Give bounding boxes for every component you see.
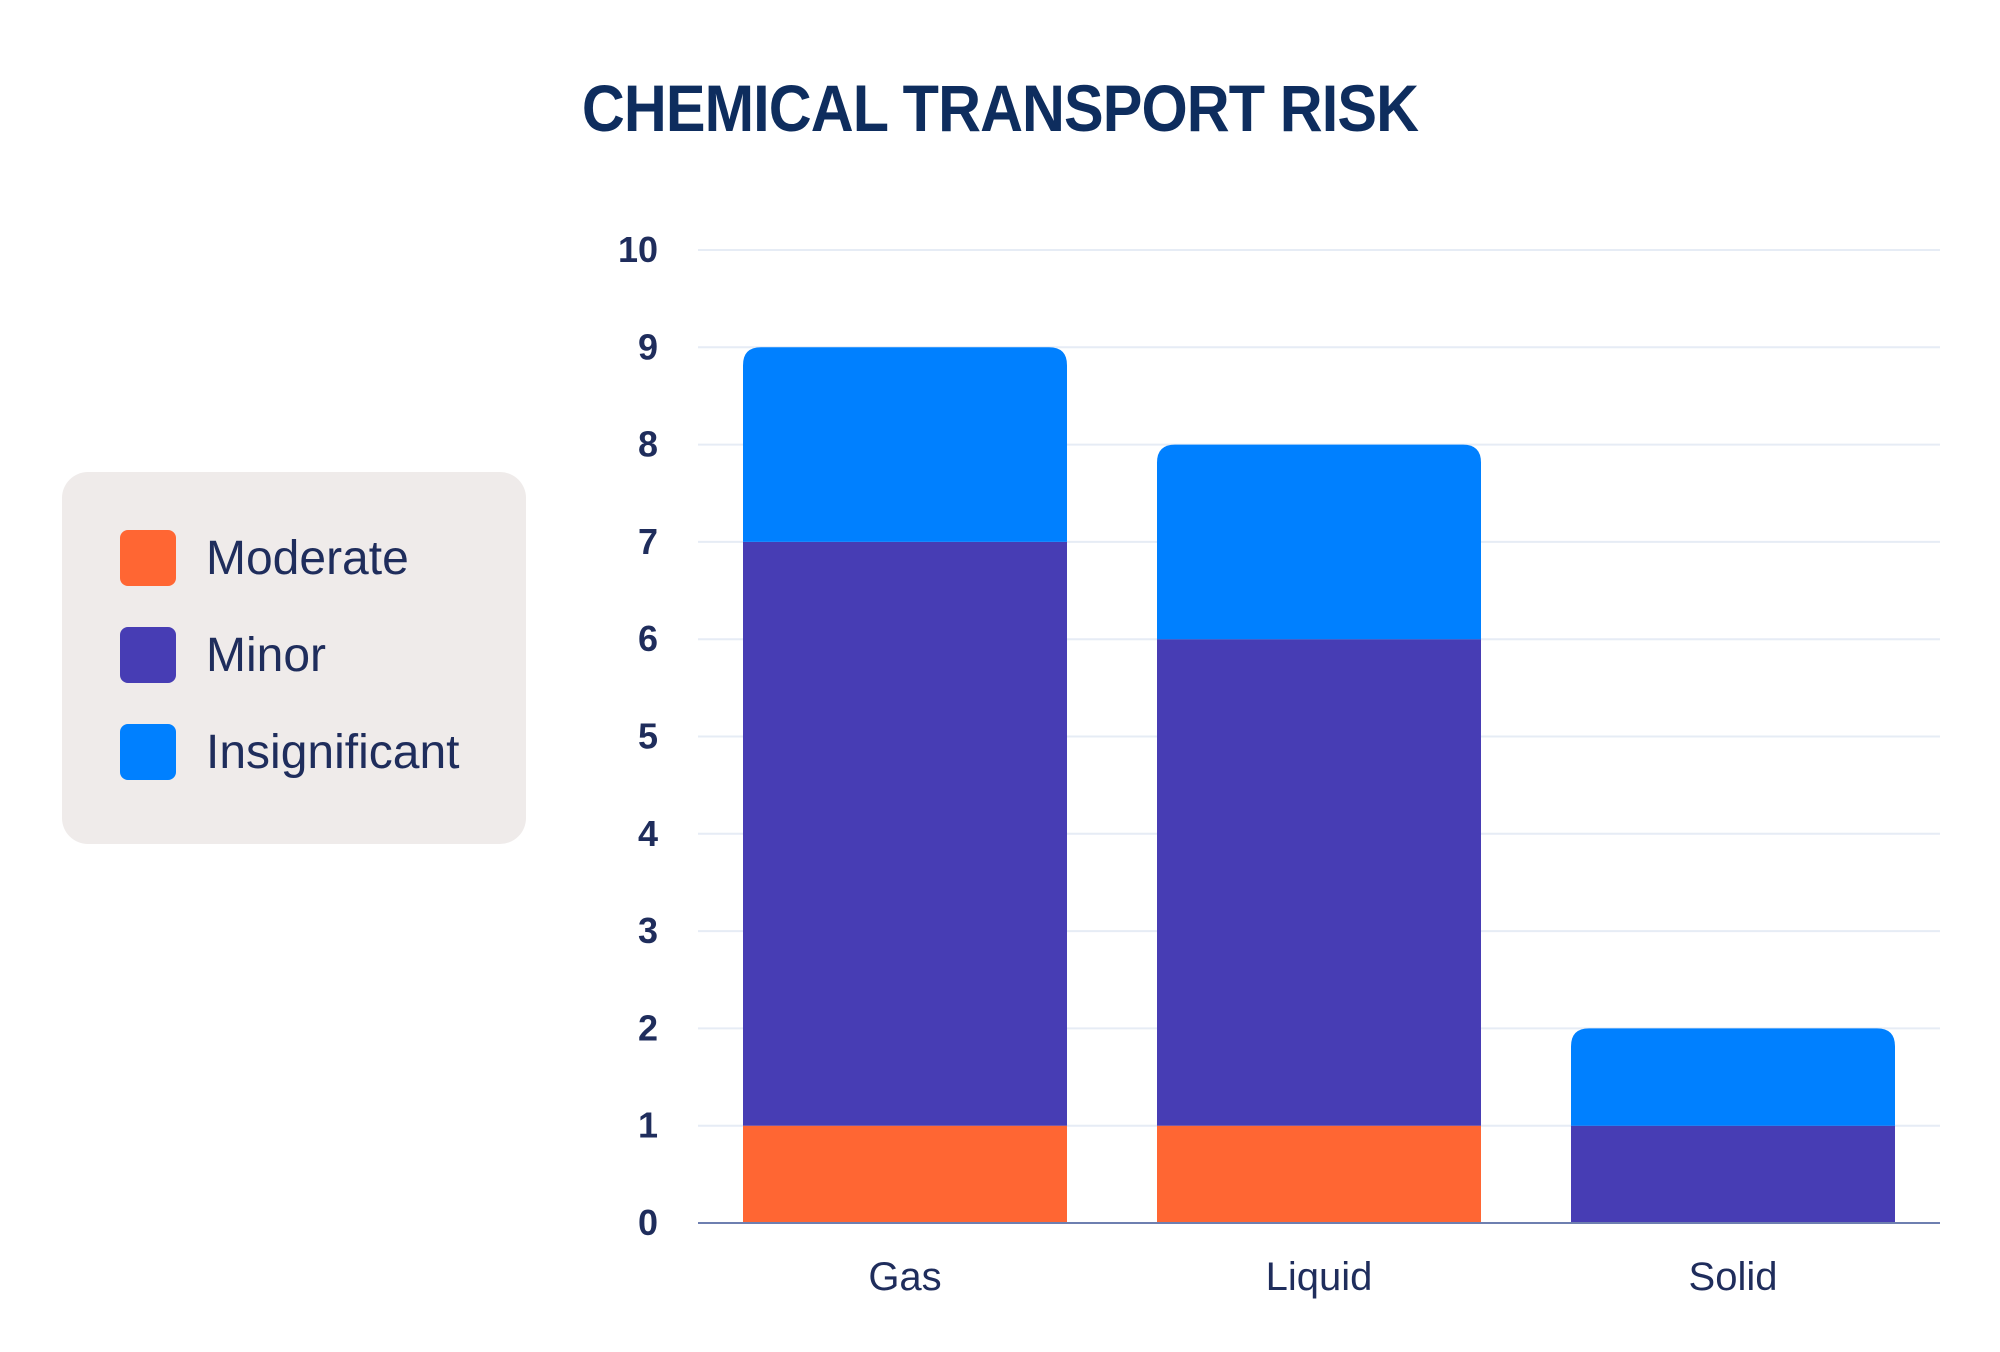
y-tick-label-7: 7: [638, 521, 658, 562]
legend-item-minor: Minor: [120, 625, 326, 685]
bars: [743, 347, 1895, 1223]
x-tick-label-gas: Gas: [868, 1255, 941, 1299]
y-tick-label-9: 9: [638, 326, 658, 367]
legend-label-minor: Minor: [206, 628, 327, 682]
bar-liquid-insignificant: [1157, 444, 1481, 640]
x-tick-label-liquid: Liquid: [1266, 1255, 1373, 1299]
axes: 0 1 2 3 4 5 6 7 8 9 10 Gas Liquid Solid: [618, 229, 1940, 1299]
bar-solid-insignificant: [1571, 1028, 1895, 1126]
y-tick-label-8: 8: [638, 424, 658, 465]
legend: Moderate Minor Insignificant: [62, 472, 526, 844]
y-tick-label-2: 2: [638, 1007, 658, 1048]
y-tick-label-10: 10: [618, 229, 658, 270]
y-tick-label-6: 6: [638, 618, 658, 659]
bar-gas-insignificant: [743, 347, 1067, 542]
y-tick-label-3: 3: [638, 910, 658, 951]
bar-gas-moderate: [743, 1125, 1067, 1223]
legend-label-moderate: Moderate: [206, 531, 409, 585]
legend-swatch-moderate: [120, 530, 176, 586]
bar-solid-minor: [1571, 1125, 1895, 1223]
chart-title: CHEMICAL TRANSPORT RISK: [581, 71, 1419, 145]
legend-swatch-insignificant: [120, 724, 176, 780]
bar-gas-minor: [743, 541, 1067, 1126]
legend-item-insignificant: Insignificant: [120, 722, 459, 782]
y-tick-label-0: 0: [638, 1202, 658, 1243]
legend-swatch-minor: [120, 627, 176, 683]
y-tick-label-1: 1: [638, 1105, 658, 1146]
bar-liquid-moderate: [1157, 1125, 1481, 1223]
x-tick-label-solid: Solid: [1689, 1255, 1778, 1299]
legend-label-insignificant: Insignificant: [206, 725, 460, 779]
y-tick-label-4: 4: [638, 813, 658, 854]
legend-item-moderate: Moderate: [120, 528, 409, 588]
bar-liquid-minor: [1157, 639, 1481, 1126]
y-tick-label-5: 5: [638, 716, 658, 757]
